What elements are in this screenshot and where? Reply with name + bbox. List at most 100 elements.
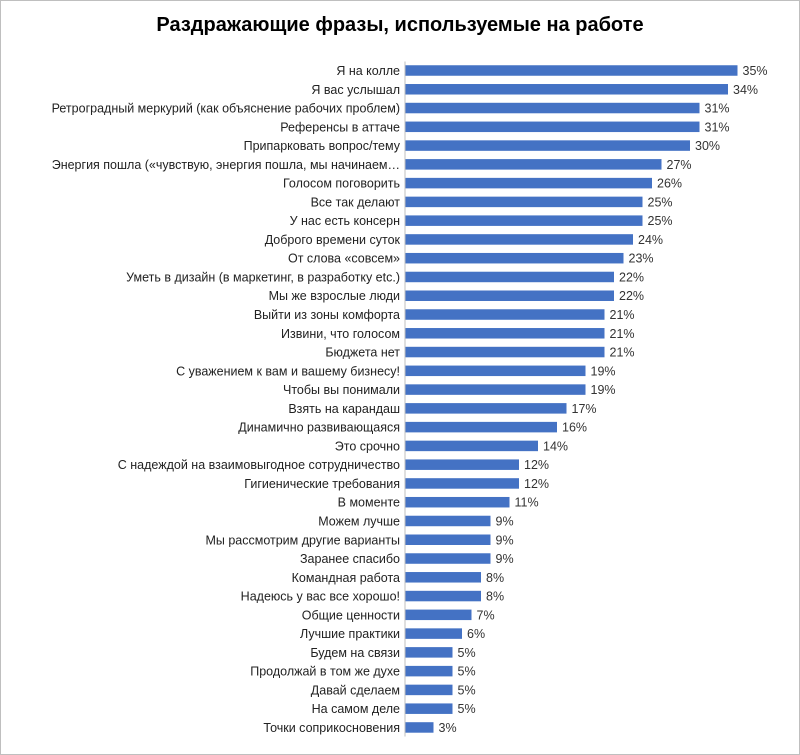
bar — [405, 665, 453, 677]
data-label: 5% — [458, 665, 476, 679]
data-label: 8% — [486, 571, 504, 585]
bar — [405, 346, 605, 358]
category-label: Припарковать вопрос/тему — [244, 139, 401, 153]
data-label: 16% — [562, 421, 587, 435]
bar — [405, 159, 662, 170]
data-label: 12% — [524, 477, 549, 491]
bar — [405, 609, 472, 621]
bar — [405, 628, 462, 639]
bar — [405, 722, 434, 733]
category-label: Лучшие практики — [300, 627, 400, 641]
category-label: Мы рассмотрим другие варианты — [205, 533, 400, 547]
bar — [405, 703, 453, 714]
bar — [405, 196, 643, 208]
bar — [405, 684, 453, 696]
category-label: Это срочно — [335, 439, 400, 453]
category-label: Будем на связи — [310, 646, 400, 660]
data-label: 21% — [610, 346, 635, 360]
bar — [405, 252, 624, 264]
bar — [405, 234, 633, 245]
category-label: Я на колле — [336, 64, 400, 78]
category-label: Чтобы вы понимали — [283, 383, 400, 397]
category-label: Надеюсь у вас все хорошо! — [241, 590, 400, 604]
category-label: На самом деле — [312, 702, 400, 716]
bar — [405, 290, 614, 301]
data-label: 26% — [657, 177, 682, 191]
category-label: Референсы в аттаче — [280, 120, 400, 134]
bar — [405, 365, 586, 377]
data-label: 21% — [610, 327, 635, 341]
bar — [405, 440, 538, 452]
data-label: 30% — [695, 139, 720, 153]
data-label: 17% — [572, 402, 597, 416]
category-label: Доброго времени суток — [265, 233, 401, 247]
bar — [405, 309, 605, 320]
data-label: 34% — [733, 83, 758, 97]
data-label: 31% — [705, 102, 730, 116]
data-label: 24% — [638, 233, 663, 247]
data-label: 25% — [648, 214, 673, 228]
bar — [405, 215, 643, 226]
category-label: Взять на карандаш — [288, 402, 400, 416]
bar — [405, 553, 491, 564]
bar — [405, 590, 481, 602]
category-label: Уметь в дизайн (в маркетинг, в разработк… — [126, 270, 400, 284]
bar — [405, 478, 519, 489]
data-label: 3% — [439, 721, 457, 735]
data-label: 6% — [467, 627, 485, 641]
category-label: Извини, что голосом — [281, 327, 400, 341]
bar — [405, 534, 491, 545]
bar — [405, 121, 700, 133]
data-label: 12% — [524, 458, 549, 472]
data-label: 5% — [458, 646, 476, 660]
data-label: 7% — [477, 608, 495, 622]
bar — [405, 271, 614, 283]
data-label: 19% — [591, 364, 616, 378]
data-label: 14% — [543, 439, 568, 453]
bar — [405, 459, 519, 470]
category-label: Точки соприкосновения — [263, 721, 400, 735]
data-label: 9% — [496, 514, 514, 528]
category-label: Гигиенические требования — [244, 477, 400, 491]
category-label: Можем лучше — [318, 514, 400, 528]
category-label: Я вас услышал — [311, 83, 400, 97]
category-label: Ретроградный меркурий (как объяснение ра… — [52, 102, 400, 116]
bar — [405, 515, 491, 527]
bar — [405, 84, 728, 95]
data-label: 22% — [619, 289, 644, 303]
data-label: 31% — [705, 120, 730, 134]
data-label: 22% — [619, 270, 644, 284]
bar — [405, 102, 700, 114]
category-label: Продолжай в том же духе — [250, 665, 400, 679]
category-label: Заранее спасибо — [300, 552, 400, 566]
bar — [405, 496, 510, 508]
data-label: 23% — [629, 252, 654, 266]
data-label: 19% — [591, 383, 616, 397]
category-label: От слова «совсем» — [288, 252, 400, 266]
data-label: 9% — [496, 552, 514, 566]
category-label: С надеждой на взаимовыгодное сотрудничес… — [118, 458, 400, 472]
data-label: 5% — [458, 683, 476, 697]
bar — [405, 328, 605, 339]
category-label: Бюджета нет — [325, 346, 400, 360]
bar — [405, 421, 557, 433]
category-label: Энергия пошла («чувствую, энергия пошла,… — [52, 158, 400, 172]
data-label: 5% — [458, 702, 476, 716]
data-label: 27% — [667, 158, 692, 172]
bar — [405, 140, 690, 151]
bar — [405, 647, 453, 658]
data-label: 11% — [515, 496, 539, 510]
bar — [405, 65, 738, 76]
category-label: Выйти из зоны комфорта — [254, 308, 400, 322]
category-label: С уважением к вам и вашему бизнесу! — [176, 364, 400, 378]
category-label: Все так делают — [311, 195, 401, 209]
category-label: Давай сделаем — [311, 683, 400, 697]
bar — [405, 177, 652, 189]
category-label: У нас есть консерн — [290, 214, 401, 228]
bar — [405, 403, 567, 414]
bar — [405, 384, 586, 395]
data-label: 9% — [496, 533, 514, 547]
chart-title: Раздражающие фразы, используемые на рабо… — [156, 14, 644, 36]
data-label: 21% — [610, 308, 635, 322]
